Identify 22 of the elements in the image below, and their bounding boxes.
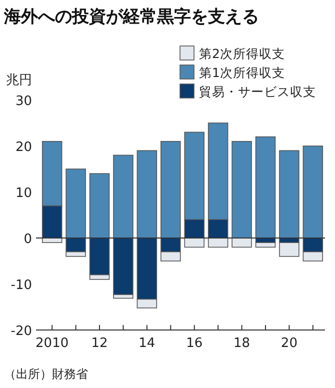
bar [279,150,300,238]
bar [255,242,276,248]
x-tick-label: 20 [280,336,298,351]
x-tick-label: 12 [91,336,108,351]
x-tick-label: 2010 [36,336,69,351]
x-tick-label: 14 [138,336,156,351]
x-tick-label: 18 [234,336,250,351]
y-tick-label: 0 [24,232,32,247]
legend-label: 第1次所得収支 [199,65,285,80]
x-tick-label: 16 [186,336,203,351]
bar [279,242,300,257]
y-tick-label: 20 [15,140,32,155]
y-axis-title: 兆円 [6,73,32,88]
y-tick-label: -20 [10,324,32,339]
chart-title: 海外への投資が経常黒字を支える [3,7,259,27]
y-tick-label: 30 [15,94,32,109]
y-tick-label: 10 [15,186,32,201]
legend-label: 貿易・サービス収支 [199,84,316,99]
legend-label: 第2次所得収支 [199,46,285,61]
y-tick-label: -10 [10,278,32,293]
bar [255,136,276,238]
text: （出所）財務省 [4,367,88,381]
